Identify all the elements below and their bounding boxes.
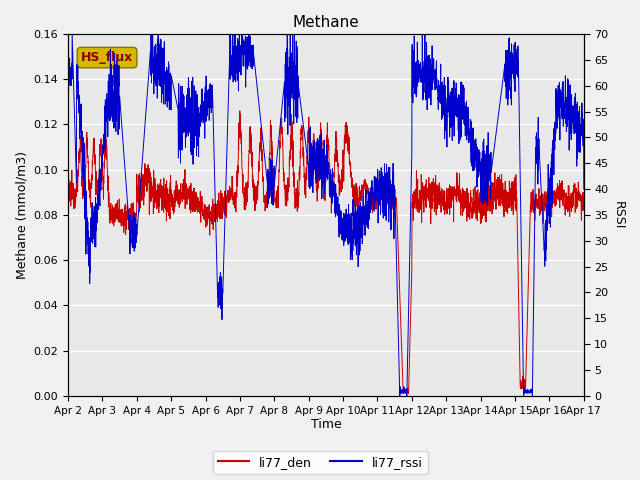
Text: HS_flux: HS_flux: [81, 51, 133, 64]
Y-axis label: Methane (mmol/m3): Methane (mmol/m3): [15, 151, 28, 279]
X-axis label: Time: Time: [310, 419, 341, 432]
Legend: li77_den, li77_rssi: li77_den, li77_rssi: [212, 451, 428, 474]
Y-axis label: RSSI: RSSI: [612, 201, 625, 229]
Title: Methane: Methane: [292, 15, 359, 30]
